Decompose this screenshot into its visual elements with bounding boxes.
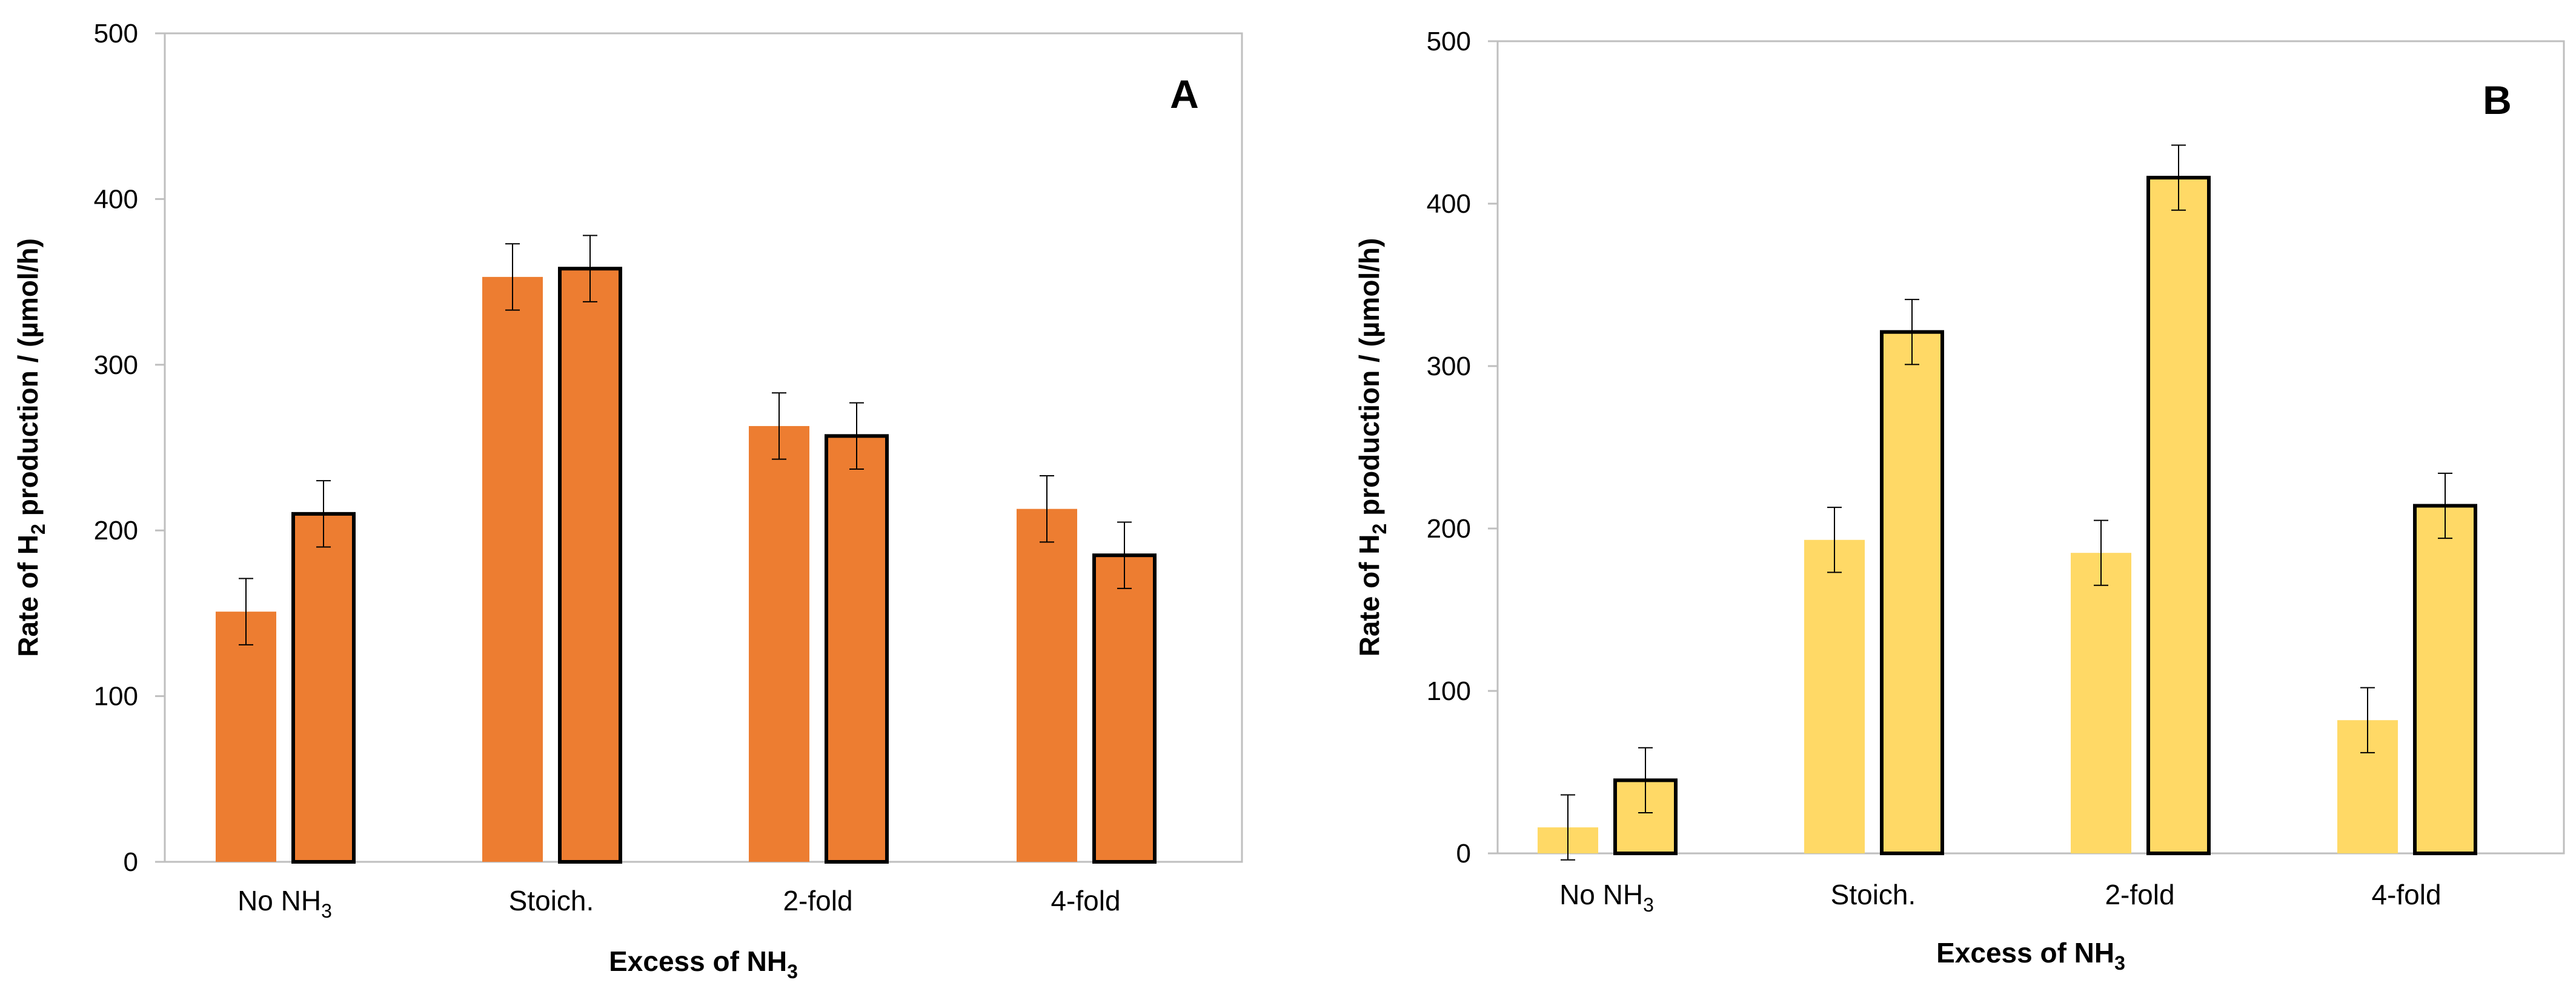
y-tick-label: 500: [94, 19, 138, 48]
y-tick-label: 200: [1427, 514, 1471, 544]
error-bar-series-1-2: [505, 243, 520, 311]
category-text: Stoich.: [509, 885, 594, 916]
y-tick-label: 100: [94, 682, 138, 712]
error-bar-series-1-3: [2094, 519, 2108, 586]
y-axis-title-subscript: 2: [1369, 524, 1390, 535]
x-axis-title: Excess of NH3: [609, 945, 798, 982]
y-axis-title-text-rest: production / (µmol/h): [1353, 238, 1385, 524]
error-bar-series-2-3: [849, 402, 864, 470]
bar-series-2-2: [1880, 330, 1944, 855]
bar-series-2-1: [291, 512, 356, 864]
panel-label: A: [1170, 72, 1199, 116]
bar-series-1-2: [482, 276, 543, 862]
bar-series-2-4: [1092, 553, 1157, 864]
error-bar-series-1-4: [2360, 687, 2375, 753]
y-tick-label: 500: [1427, 27, 1471, 56]
error-bar-series-2-1: [316, 480, 331, 548]
y-tick-label: 0: [1456, 839, 1471, 869]
error-bar-series-1-1: [239, 578, 253, 645]
category-subscript: 3: [321, 900, 332, 922]
category-text: No NH: [1559, 879, 1643, 910]
x-category-label: 4-fold: [1051, 885, 1120, 916]
y-tick-label: 400: [94, 184, 138, 214]
error-bar-series-2-1: [1638, 747, 1653, 813]
panel-label: B: [2483, 78, 2512, 122]
y-axis-title-subscript: 2: [27, 524, 49, 535]
error-bar-series-2-2: [1905, 299, 1919, 365]
error-bar-series-2-2: [583, 235, 597, 302]
bar-series-1-3: [749, 425, 809, 862]
bar-series-1-3: [2071, 553, 2131, 853]
x-axis-title-subscript: 3: [2114, 952, 2125, 974]
x-axis-title-subscript: 3: [787, 961, 798, 982]
x-category-label: No NH3: [237, 885, 332, 922]
error-bar-series-2-4: [1117, 521, 1132, 589]
bar-series-1-1: [216, 612, 276, 862]
y-tick-label: 400: [1427, 189, 1471, 219]
y-tick-label: 100: [1427, 676, 1471, 706]
x-category-label: No NH3: [1559, 879, 1654, 916]
category-text: 2-fold: [2105, 879, 2174, 910]
error-bar-series-1-1: [1561, 794, 1575, 861]
bar-series-1-4: [1017, 509, 1077, 862]
bar-series-2-4: [2413, 504, 2477, 855]
category-text: No NH: [237, 885, 321, 916]
y-tick-label: 0: [124, 847, 138, 877]
y-axis-title: Rate of H2 production / (µmol/h): [12, 238, 49, 657]
y-axis-title-text: Rate of H: [12, 535, 44, 657]
x-axis-title-text: Excess of NH: [609, 945, 787, 977]
bar-series-2-3: [825, 434, 889, 864]
error-bar-series-2-3: [2171, 144, 2186, 211]
bar-series-2-2: [558, 267, 622, 864]
error-bar-series-2-4: [2438, 472, 2452, 539]
y-tick-label: 300: [94, 350, 138, 380]
error-bar-series-1-3: [772, 392, 786, 460]
bar-series-1-2: [1804, 539, 1865, 853]
plot-frame: [1496, 40, 2565, 855]
category-text: 4-fold: [2371, 879, 2441, 910]
x-axis-title-text: Excess of NH: [1936, 937, 2114, 969]
y-axis-title-text: Rate of H: [1353, 535, 1385, 657]
error-bar-series-1-4: [1040, 475, 1054, 543]
x-category-label: 4-fold: [2371, 879, 2441, 910]
x-category-label: Stoich.: [1831, 879, 1916, 910]
x-category-label: Stoich.: [509, 885, 594, 916]
y-tick-label: 300: [1427, 352, 1471, 381]
error-bar-series-1-2: [1827, 507, 1842, 573]
category-text: Stoich.: [1831, 879, 1916, 910]
x-category-label: 2-fold: [2105, 879, 2174, 910]
category-subscript: 3: [1643, 894, 1654, 916]
y-tick-label: 200: [94, 516, 138, 545]
x-axis-title: Excess of NH3: [1936, 937, 2125, 974]
x-category-label: 2-fold: [783, 885, 852, 916]
bar-series-2-3: [2146, 176, 2211, 855]
y-axis-title-text-rest: production / (µmol/h): [12, 238, 44, 524]
category-text: 2-fold: [783, 885, 852, 916]
category-text: 4-fold: [1051, 885, 1120, 916]
y-axis-title: Rate of H2 production / (µmol/h): [1353, 238, 1390, 657]
